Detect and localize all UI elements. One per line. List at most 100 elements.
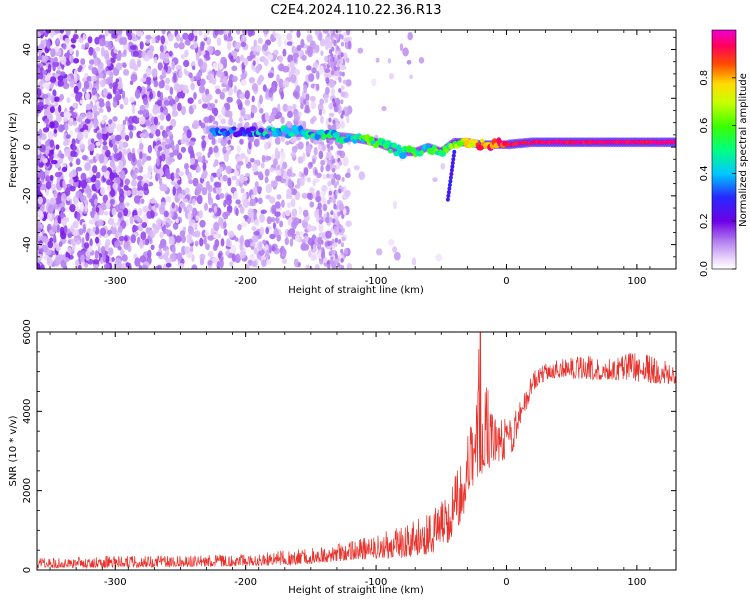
spectrogram-noise-cell — [73, 235, 79, 242]
spectrogram-noise-cell — [225, 30, 230, 34]
spectrogram-noise-cell — [211, 136, 216, 144]
spectrogram-noise-cell — [307, 224, 313, 233]
spectrogram-noise-cell — [106, 179, 113, 186]
spectrogram-noise-cell — [319, 257, 324, 265]
spectrogram-noise-cell — [116, 81, 123, 90]
spectrogram-noise-cell — [141, 152, 146, 159]
colorbar-strip — [712, 195, 736, 198]
spectrogram-noise-cell — [322, 108, 326, 115]
spectrogram-noise-cell — [37, 185, 41, 195]
spectrogram-noise-cell — [118, 50, 122, 55]
spectrogram-noise-cell — [301, 244, 309, 250]
spectrogram-noise-cell — [54, 30, 61, 34]
spectrogram-noise-cell — [207, 251, 214, 258]
spectrogram-noise-cell — [116, 123, 123, 133]
spectrogram-noise-cell — [131, 173, 138, 180]
x-tick-label: -300 — [104, 577, 127, 588]
spectrogram-noise-cell — [136, 175, 144, 181]
colorbar-tick-label: 0.8 — [699, 70, 710, 86]
spectrogram-noise-cell — [147, 249, 152, 259]
spectrogram-noise-cell — [47, 63, 52, 73]
spectrogram-ridge-cell — [419, 150, 424, 155]
spectrogram-noise-cell — [331, 70, 335, 76]
spectrogram-noise-cell — [257, 171, 263, 180]
spectrogram-noise-cell — [286, 188, 292, 196]
spectrogram-noise-cell — [85, 232, 90, 242]
spectrogram-noise-cell — [254, 219, 260, 227]
spectrogram-noise-cell — [45, 188, 50, 197]
spectrogram-noise-cell — [175, 173, 180, 179]
spectrogram-noise-cell — [259, 226, 265, 236]
spectrogram-noise-cell — [220, 56, 228, 66]
spectrogram-noise-cell — [87, 36, 93, 44]
spectrogram-noise-cell — [90, 75, 97, 82]
spectrogram-noise-cell — [261, 259, 267, 267]
spectrogram-noise-cell — [188, 179, 194, 185]
spectrogram-ridge-cell — [314, 133, 321, 141]
spectrogram-noise-cell — [37, 203, 40, 212]
spectrogram-noise-cell — [258, 74, 265, 82]
spectrogram-noise-cell — [334, 122, 341, 130]
spectrogram-noise-cell — [236, 98, 242, 105]
spectrogram-noise-cell — [227, 177, 232, 187]
spectrogram-noise-cell — [75, 205, 79, 213]
colorbar-frame — [711, 29, 737, 270]
spectrogram-noise-cell — [165, 262, 172, 268]
spectrogram-noise-cell — [200, 173, 205, 180]
colorbar-strip — [712, 191, 736, 194]
spectrogram-noise-cell — [86, 111, 93, 120]
spectrogram-noise-cell — [260, 255, 266, 261]
colorbar-strip — [712, 81, 736, 85]
spectrogram-noise-cell — [115, 62, 122, 71]
colorbar-strip — [712, 209, 736, 212]
spectrogram-noise-cell — [79, 192, 83, 198]
spectrogram-noise-cell — [164, 109, 169, 116]
spectrogram-noise-cell — [106, 93, 113, 100]
spectrogram-noise-cell — [265, 183, 273, 194]
spectrogram-noise-cell — [122, 207, 129, 217]
spectrogram-noise-cell — [75, 259, 80, 267]
spectrogram-noise-cell — [312, 243, 317, 254]
spectrogram-noise-cell — [320, 115, 324, 124]
spectrogram-noise-cell — [192, 207, 198, 217]
colorbar-strip — [712, 127, 736, 131]
spectrogram-noise-cell — [111, 172, 118, 178]
spectrogram-noise-cell — [172, 103, 177, 113]
spectrogram-ridge-cell — [264, 133, 270, 139]
spectrogram-noise-cell — [95, 46, 101, 52]
colorbar-strip — [712, 135, 736, 139]
spectrogram-noise-cell — [226, 165, 232, 175]
spectrogram-noise-cell — [59, 254, 64, 260]
spectrogram-noise-cell — [276, 73, 280, 83]
spectrogram-noise-cell — [220, 138, 227, 147]
spectrogram-noise-cell — [280, 166, 285, 174]
spectrogram-noise-cell — [318, 32, 323, 41]
spectrogram-noise-cell — [338, 78, 342, 83]
spectrogram-noise-cell — [226, 248, 230, 256]
colorbar-strip — [712, 151, 736, 155]
spectrogram-noise-cell — [242, 35, 246, 41]
spectrogram-noise-cell — [387, 58, 392, 64]
spectrogram-noise-cell — [211, 257, 219, 263]
spectrogram-noise-cell — [333, 226, 337, 231]
spectrogram-noise-cell — [353, 165, 360, 171]
spectrogram-ridge-cell — [277, 131, 283, 137]
colorbar-strip — [712, 241, 736, 244]
spectrogram-noise-cell — [184, 39, 191, 46]
colorbar-strip — [712, 55, 736, 59]
spectrogram-noise-cell — [214, 85, 221, 90]
spectrogram-noise-cell — [290, 198, 296, 208]
spectrogram-noise-cell — [192, 198, 196, 206]
spectrogram-noise-cell — [142, 97, 148, 106]
spectrogram-noise-cell — [282, 80, 290, 88]
spectrogram-noise-cell — [197, 58, 204, 68]
spectrogram-noise-cell — [75, 158, 81, 166]
colorbar-strip — [712, 149, 736, 153]
spectrogram-noise-cell — [74, 74, 78, 84]
colorbar-strip — [712, 85, 736, 89]
spectrogram-noise-cell — [197, 156, 204, 163]
spectrogram-noise-cell — [169, 86, 174, 95]
spectrogram-noise-cell — [66, 97, 71, 104]
spectrogram-noise-cell — [37, 31, 42, 38]
spectrogram-noise-cell — [286, 168, 292, 177]
